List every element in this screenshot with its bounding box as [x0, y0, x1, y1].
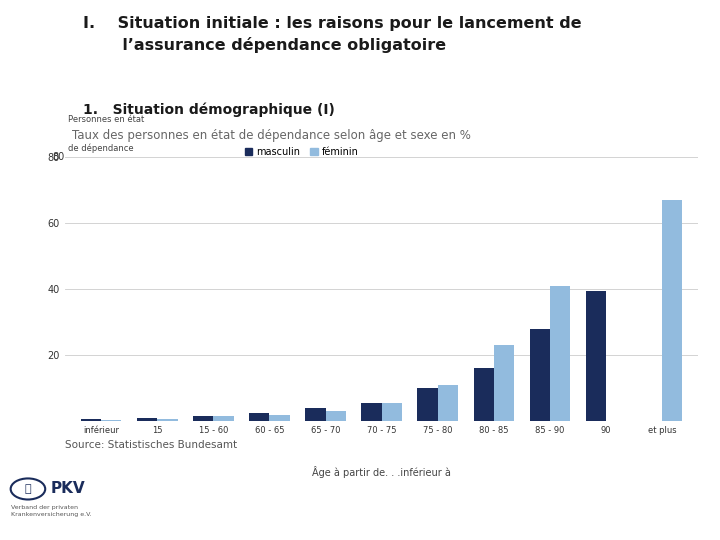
Text: PKV: PKV	[51, 482, 86, 496]
Bar	[193, 416, 213, 421]
Bar	[361, 403, 382, 421]
Text: Taux des personnes en état de dépendance selon âge et sexe en %: Taux des personnes en état de dépendance…	[72, 129, 471, 141]
Bar	[213, 416, 233, 421]
Bar	[585, 291, 606, 421]
Text: 3 de 23: 3 de 23	[621, 502, 673, 516]
Bar	[305, 408, 325, 421]
Text: Âge à partir de. . .inférieur à: Âge à partir de. . .inférieur à	[312, 466, 451, 478]
Bar	[269, 415, 289, 421]
Bar	[438, 385, 458, 421]
Bar	[102, 420, 122, 421]
Text: Krankenversicherung e.V.: Krankenversicherung e.V.	[11, 512, 91, 517]
Text: Verband der privaten: Verband der privaten	[11, 505, 78, 510]
Legend: masculin, féminin: masculin, féminin	[240, 143, 362, 161]
Text: 🔑: 🔑	[24, 484, 31, 494]
Bar	[494, 345, 514, 421]
Bar	[382, 403, 402, 421]
Bar	[474, 368, 494, 421]
Bar	[418, 388, 438, 421]
Bar	[137, 418, 157, 421]
Bar	[530, 328, 550, 421]
Bar	[249, 413, 269, 421]
Bar	[157, 419, 178, 421]
Text: l’assurance dépendance obligatoire: l’assurance dépendance obligatoire	[83, 37, 446, 53]
Text: 80: 80	[53, 152, 65, 161]
Bar	[81, 418, 102, 421]
Text: Paris, 21 avril 2011: Paris, 21 avril 2011	[402, 502, 538, 516]
Text: de dépendance: de dépendance	[68, 143, 133, 153]
Bar	[325, 411, 346, 421]
Text: Source: Statistisches Bundesamt: Source: Statistisches Bundesamt	[65, 440, 237, 450]
Text: 1.   Situation démographique (I): 1. Situation démographique (I)	[83, 103, 335, 117]
Bar	[662, 200, 682, 421]
Bar	[550, 286, 570, 421]
Text: I.    Situation initiale : les raisons pour le lancement de: I. Situation initiale : les raisons pour…	[83, 16, 582, 31]
Text: Personnes en état: Personnes en état	[68, 114, 144, 124]
